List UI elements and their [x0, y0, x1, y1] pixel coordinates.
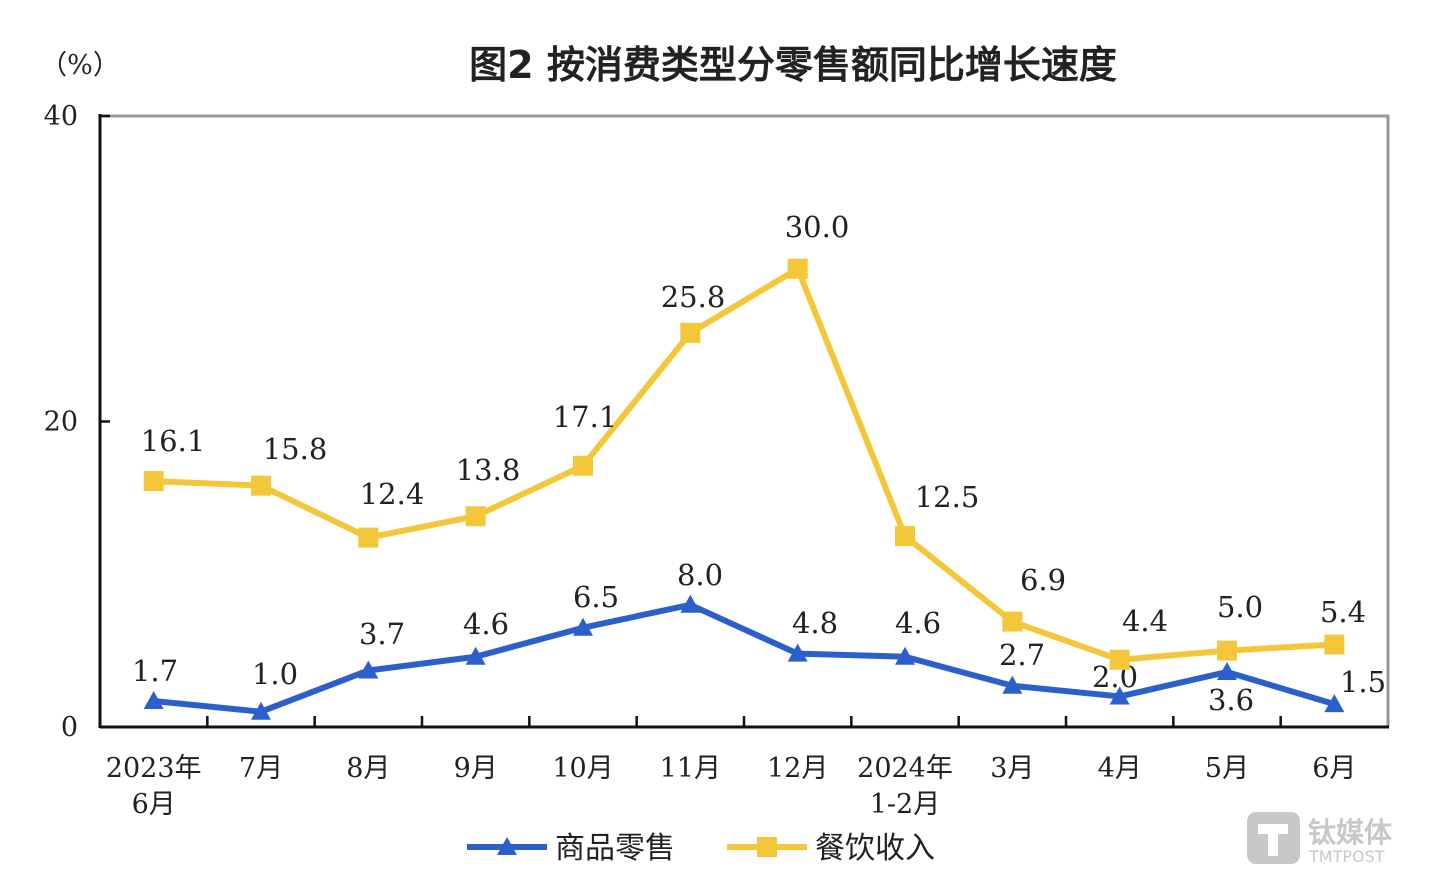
x-tick-label-line: 3月	[990, 753, 1034, 784]
x-tick-label: 12月	[767, 753, 828, 784]
data-label: 13.8	[456, 453, 521, 487]
data-point	[787, 258, 808, 279]
data-point	[895, 646, 915, 665]
series-line-2	[153, 265, 1335, 663]
x-tick-label: 9月	[454, 753, 498, 784]
data-label: 4.8	[792, 606, 838, 640]
x-tick-label: 11月	[660, 753, 721, 784]
x-tick-label: 8月	[346, 753, 390, 784]
series-line-1	[153, 601, 1336, 715]
data-point	[143, 691, 164, 710]
data-point	[1324, 694, 1345, 713]
x-tick-label: 10月	[552, 753, 613, 784]
data-label: 30.0	[785, 210, 850, 244]
x-tick-label-line: 11月	[660, 753, 721, 784]
x-tick-label-line: 6月	[132, 789, 176, 820]
data-point	[1217, 662, 1237, 681]
data-point	[680, 594, 701, 613]
data-label: 15.8	[263, 432, 328, 466]
data-label: 25.8	[661, 280, 726, 314]
data-point	[1002, 611, 1023, 632]
data-label: 4.4	[1122, 604, 1168, 638]
data-point	[143, 471, 164, 492]
plot-border	[100, 114, 1390, 727]
data-label: 5.0	[1217, 590, 1263, 624]
x-tick-label-line: 9月	[454, 753, 498, 784]
chart-title: 图2 按消费类型分零售额同比增长速度	[469, 43, 1117, 87]
data-point	[573, 455, 593, 476]
watermark-text-en: TMTPOST	[1308, 847, 1385, 866]
x-tick-label-line: 1-2月	[870, 789, 940, 820]
watermark-t-glyph	[1258, 824, 1288, 856]
x-tick-label-line: 2023年	[106, 753, 202, 784]
data-point	[1002, 675, 1023, 694]
data-label: 1.0	[252, 657, 298, 691]
watermark-text: 钛媒体	[1308, 816, 1393, 849]
data-point	[251, 475, 271, 496]
data-label: 5.4	[1320, 595, 1366, 629]
x-tick-label-line: 8月	[346, 753, 390, 784]
x-tick-label-line: 12月	[767, 753, 828, 784]
y-tick-label: 40	[44, 101, 78, 132]
x-tick-label: 6月	[1312, 753, 1356, 784]
data-label: 6.5	[573, 580, 619, 614]
data-point	[1109, 649, 1130, 670]
x-tick-label: 2024年 1-2月	[857, 753, 953, 820]
legend-label: 商品零售	[555, 831, 675, 866]
legend-label: 餐饮收入	[815, 831, 935, 866]
data-label: 4.6	[463, 607, 509, 641]
x-tick-label-line: 7月	[239, 753, 283, 784]
data-label: 12.5	[915, 480, 980, 514]
y-tick-label: 20	[44, 407, 78, 438]
data-point	[1109, 686, 1130, 705]
data-label: 17.1	[553, 400, 618, 434]
y-axis-unit: （%）	[40, 50, 120, 81]
data-point	[895, 526, 915, 547]
legend-marker	[497, 837, 517, 855]
data-point	[573, 617, 593, 636]
x-tick-label: 4月	[1098, 753, 1142, 784]
x-tick-label-line: 10月	[552, 753, 613, 784]
data-point	[1217, 640, 1237, 661]
x-tick-label-line: 2024年	[857, 753, 953, 784]
data-point	[251, 701, 271, 720]
x-tick-label: 7月	[239, 753, 283, 784]
data-point	[465, 506, 486, 527]
data-label: 3.6	[1208, 683, 1254, 717]
data-label: 3.7	[359, 617, 405, 651]
x-tick-label-line: 6月	[1312, 753, 1356, 784]
data-label: 1.7	[132, 654, 178, 688]
data-point	[1324, 634, 1345, 655]
data-label: 1.5	[1340, 665, 1386, 699]
data-label: 16.1	[141, 424, 206, 458]
data-point	[358, 527, 379, 548]
x-tick-label: 3月	[990, 753, 1034, 784]
data-point	[358, 660, 379, 679]
legend-marker	[757, 837, 777, 857]
y-tick-label: 0	[61, 712, 78, 743]
data-label: 12.4	[360, 477, 425, 511]
x-tick-label: 2023年 6月	[106, 753, 202, 820]
data-point	[680, 322, 701, 343]
data-point	[787, 643, 808, 662]
x-tick-label-line: 5月	[1205, 753, 1249, 784]
x-tick-label-line: 4月	[1098, 753, 1142, 784]
data-label: 6.9	[1020, 563, 1066, 597]
data-label: 2.7	[999, 638, 1045, 672]
x-tick-label: 5月	[1205, 753, 1249, 784]
data-point	[465, 646, 486, 665]
data-label: 4.6	[895, 606, 941, 640]
data-label: 8.0	[677, 558, 723, 592]
